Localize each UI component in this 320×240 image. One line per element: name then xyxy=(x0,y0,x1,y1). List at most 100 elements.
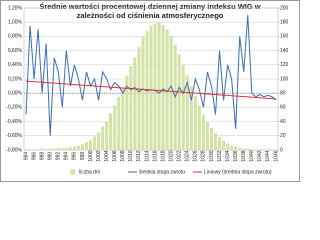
bar xyxy=(205,121,209,150)
x-tick-label: 984 xyxy=(23,152,29,161)
bar xyxy=(230,145,234,150)
bar xyxy=(201,114,205,150)
x-tick-label: 990 xyxy=(48,152,54,161)
y-tick-label: 0,20% xyxy=(8,76,23,82)
x-tick-label: 986 xyxy=(31,152,37,161)
bar xyxy=(129,66,133,150)
bar xyxy=(169,36,173,150)
bar xyxy=(197,105,201,150)
bar xyxy=(113,105,117,150)
x-tick-label: 1016 xyxy=(152,150,158,161)
y-tick-label: 0,00% xyxy=(8,91,23,97)
x-tick-label: 1004 xyxy=(104,150,110,161)
x-tick-label: 1030 xyxy=(209,150,215,161)
bar xyxy=(97,132,101,150)
y2-tick-label: 160 xyxy=(280,34,289,40)
chart-title: Średnie wartości procentowej dziennej zm… xyxy=(39,2,260,11)
bar xyxy=(149,25,153,150)
bar xyxy=(222,140,226,150)
x-tick-label: 1018 xyxy=(160,150,166,161)
y-tick-label: 0,80% xyxy=(8,34,23,40)
bar xyxy=(254,149,258,150)
x-tick-label: 1006 xyxy=(112,150,118,161)
x-tick-label: 1024 xyxy=(185,150,191,161)
bar xyxy=(48,148,52,150)
y2-tick-label: 100 xyxy=(280,76,289,82)
bar xyxy=(161,25,165,150)
x-tick-label: 994 xyxy=(64,152,70,161)
bar xyxy=(141,36,145,150)
bar xyxy=(109,113,113,150)
bar xyxy=(226,143,230,150)
bar xyxy=(189,86,193,150)
x-tick-label: 1002 xyxy=(96,150,102,161)
y2-tick-label: 60 xyxy=(280,105,286,111)
bar xyxy=(246,148,250,150)
bar xyxy=(209,127,213,150)
bar xyxy=(89,140,93,150)
y-tick-label: -0,60% xyxy=(6,133,22,139)
x-tick-label: 1000 xyxy=(88,150,94,161)
bar xyxy=(270,149,274,150)
bar xyxy=(36,149,40,150)
x-tick-label: 1026 xyxy=(193,150,199,161)
bar xyxy=(68,147,72,150)
x-tick-label: 1038 xyxy=(241,150,247,161)
x-tick-label: 998 xyxy=(80,152,86,161)
legend-label: Liniowy (średnia stopa zwrotu) xyxy=(204,169,272,175)
trend-line xyxy=(25,80,277,100)
chart: Średnie wartości procentowej dziennej zm… xyxy=(0,0,300,182)
bar xyxy=(213,132,218,150)
bar xyxy=(177,54,181,150)
y2-tick-label: 200 xyxy=(280,5,289,11)
x-tick-label: 1032 xyxy=(217,150,223,161)
bar xyxy=(218,137,222,150)
bar xyxy=(93,136,97,150)
bar xyxy=(64,147,68,150)
bar xyxy=(72,146,76,150)
y-tick-label: -0,80% xyxy=(6,147,22,153)
bar xyxy=(258,149,262,150)
bar xyxy=(250,149,254,150)
bar xyxy=(242,148,246,150)
bar xyxy=(56,147,60,150)
y2-tick-label: 80 xyxy=(280,91,286,97)
x-tick-label: 1046 xyxy=(273,150,279,161)
x-tick-label: 1044 xyxy=(265,150,271,161)
bar xyxy=(121,87,125,150)
y-tick-label: 1,00% xyxy=(8,20,23,26)
bar xyxy=(44,149,48,150)
x-tick-label: 1040 xyxy=(249,150,255,161)
y-tick-label: 1,20% xyxy=(8,5,23,11)
bar xyxy=(153,23,157,150)
bar xyxy=(32,149,36,150)
y-tick-label: 0,60% xyxy=(8,48,23,54)
legend-swatch xyxy=(70,169,75,175)
bar xyxy=(24,149,28,150)
bar xyxy=(80,144,84,150)
legend-label: liczba dni xyxy=(79,169,100,175)
x-tick-label: 1008 xyxy=(120,150,126,161)
bar xyxy=(234,146,238,150)
y2-tick-label: 140 xyxy=(280,48,289,54)
x-tick-label: 988 xyxy=(39,152,45,161)
bar xyxy=(40,148,44,150)
y2-tick-label: 20 xyxy=(280,133,286,139)
bar xyxy=(76,145,80,150)
bar xyxy=(193,96,197,150)
bar xyxy=(185,75,189,150)
y2-tick-label: 40 xyxy=(280,119,286,125)
x-tick-label: 1014 xyxy=(144,150,150,161)
bar xyxy=(238,147,242,150)
x-tick-label: 1034 xyxy=(225,150,231,161)
y2-tick-label: 120 xyxy=(280,62,289,68)
x-tick-label: 1028 xyxy=(201,150,207,161)
bar xyxy=(181,64,185,150)
bar xyxy=(145,30,149,150)
x-tick-label: 1010 xyxy=(128,150,134,161)
y2-tick-label: 0 xyxy=(280,147,283,153)
bar xyxy=(125,75,129,150)
y-tick-label: -0,20% xyxy=(6,105,22,111)
bar xyxy=(84,142,89,150)
bar xyxy=(52,148,56,150)
